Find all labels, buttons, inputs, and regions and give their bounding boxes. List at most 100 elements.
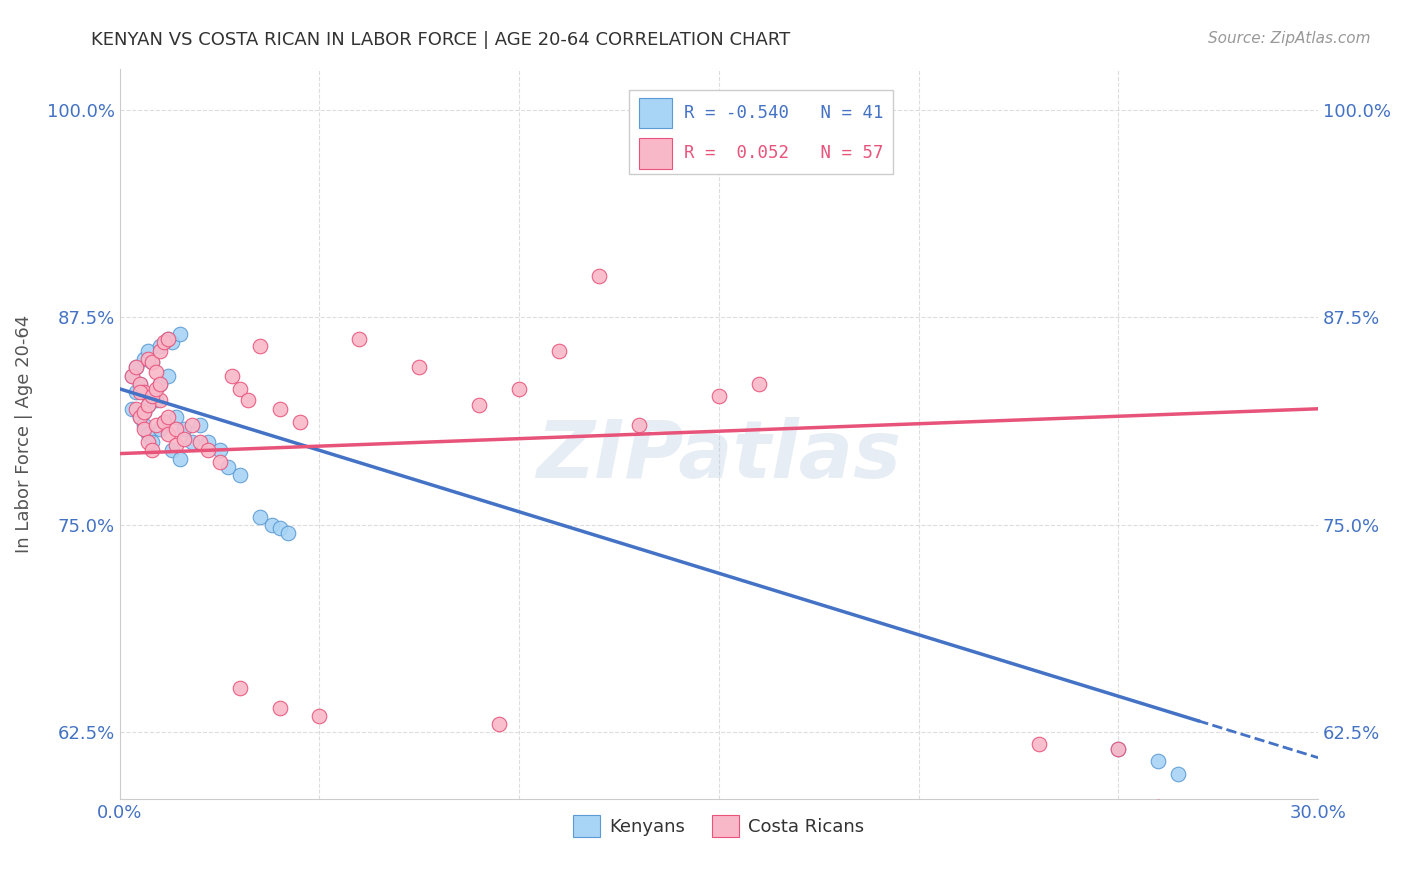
Point [269, 521, 291, 535]
Point [269, 401, 291, 416]
Point [160, 335, 183, 350]
Point [1167, 767, 1189, 781]
Point [125, 385, 148, 400]
Legend: Kenyans, Costa Ricans: Kenyans, Costa Ricans [567, 808, 872, 845]
FancyBboxPatch shape [638, 138, 672, 169]
Point [628, 418, 651, 433]
Point [165, 422, 187, 436]
Point [228, 681, 250, 695]
Point [1227, 814, 1250, 828]
FancyBboxPatch shape [628, 90, 893, 175]
Point [149, 339, 172, 353]
Point [121, 368, 143, 383]
Text: KENYAN VS COSTA RICAN IN LABOR FORCE | AGE 20-64 CORRELATION CHART: KENYAN VS COSTA RICAN IN LABOR FORCE | A… [91, 31, 790, 49]
Point [269, 700, 291, 714]
Point [136, 343, 159, 358]
Point [156, 332, 179, 346]
Point [169, 327, 191, 342]
Point [468, 399, 491, 413]
Point [208, 443, 231, 458]
Point [707, 388, 730, 402]
Point [132, 351, 155, 366]
Point [588, 268, 610, 283]
Point [145, 418, 167, 433]
Point [132, 405, 155, 419]
Point [132, 422, 155, 436]
Point [132, 418, 155, 433]
Point [197, 443, 219, 458]
Point [121, 368, 143, 383]
Point [128, 376, 150, 391]
Point [188, 418, 211, 433]
Point [128, 385, 150, 400]
Point [128, 376, 150, 391]
Point [288, 415, 311, 429]
Point [1187, 808, 1209, 822]
Point [1107, 742, 1129, 756]
FancyBboxPatch shape [638, 98, 672, 128]
Point [180, 434, 202, 449]
Point [149, 422, 172, 436]
Point [125, 360, 148, 375]
Point [156, 410, 179, 425]
Point [260, 518, 283, 533]
Point [228, 468, 250, 483]
Point [748, 376, 770, 391]
Point [141, 355, 163, 369]
Point [125, 360, 148, 375]
Point [141, 388, 163, 402]
Point [1028, 737, 1050, 751]
Point [136, 399, 159, 413]
Point [165, 410, 187, 425]
Point [136, 434, 159, 449]
Point [249, 509, 271, 524]
Point [197, 434, 219, 449]
Point [156, 368, 179, 383]
Text: ZIPatlas: ZIPatlas [537, 417, 901, 494]
Point [128, 410, 150, 425]
Point [276, 526, 298, 541]
Point [173, 422, 195, 436]
Point [488, 717, 510, 731]
Point [152, 415, 174, 429]
Point [149, 393, 172, 408]
Point [136, 399, 159, 413]
Point [173, 432, 195, 446]
Point [149, 376, 172, 391]
Point [221, 368, 243, 383]
Point [169, 451, 191, 466]
Point [180, 418, 202, 433]
Point [249, 339, 271, 353]
Point [149, 376, 172, 391]
Point [1107, 742, 1129, 756]
Point [141, 388, 163, 402]
Text: R = -0.540   N = 41: R = -0.540 N = 41 [685, 104, 884, 122]
Point [145, 365, 167, 379]
Point [152, 415, 174, 429]
Point [152, 335, 174, 350]
Point [228, 382, 250, 396]
Point [145, 393, 167, 408]
Point [188, 434, 211, 449]
Point [132, 405, 155, 419]
Point [128, 410, 150, 425]
Point [141, 443, 163, 458]
Text: R =  0.052   N = 57: R = 0.052 N = 57 [685, 145, 884, 162]
Point [165, 438, 187, 452]
Point [160, 443, 183, 458]
Point [208, 455, 231, 469]
Point [125, 401, 148, 416]
Point [308, 709, 330, 723]
Point [217, 459, 239, 474]
Point [136, 351, 159, 366]
Point [141, 355, 163, 369]
Point [548, 343, 571, 358]
Point [156, 426, 179, 441]
Point [132, 385, 155, 400]
Point [408, 360, 430, 375]
Point [508, 382, 530, 396]
Point [136, 426, 159, 441]
Y-axis label: In Labor Force | Age 20-64: In Labor Force | Age 20-64 [15, 315, 32, 553]
Text: Source: ZipAtlas.com: Source: ZipAtlas.com [1208, 31, 1371, 46]
Point [156, 332, 179, 346]
